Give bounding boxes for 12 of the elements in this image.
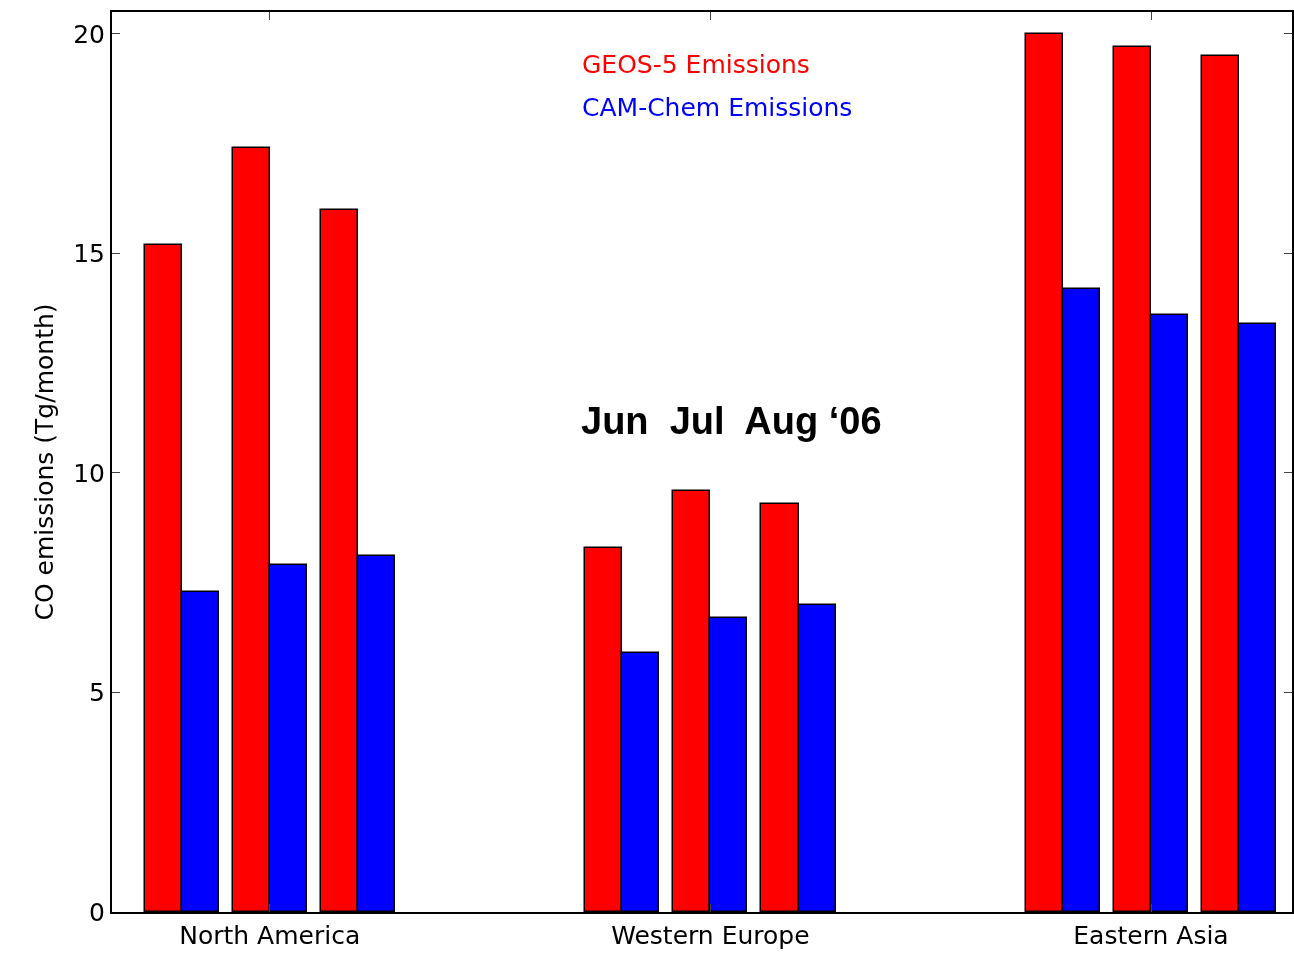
- y-tick-label: 15: [73, 239, 105, 269]
- y-tick-label: 10: [73, 458, 105, 488]
- y-axis-title: CO emissions (Tg/month): [30, 303, 60, 621]
- text: CAM-Chem Emissions: [582, 93, 853, 122]
- y-tick-label: 0: [89, 897, 105, 927]
- annotation: Jun Jul Aug ‘06: [581, 400, 882, 442]
- y-tick-label: 5: [89, 678, 105, 708]
- text: GEOS-5 Emissions: [582, 50, 810, 79]
- x-tick-label: North America: [179, 921, 361, 950]
- x-tick-label: Western Europe: [611, 921, 810, 950]
- x-tick-label: Eastern Asia: [1073, 921, 1229, 950]
- y-tick-label: 20: [73, 19, 105, 49]
